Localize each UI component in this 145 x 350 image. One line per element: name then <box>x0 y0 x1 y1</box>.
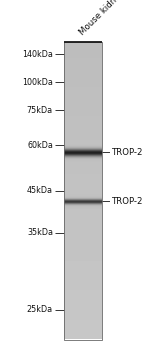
Text: Mouse kidney: Mouse kidney <box>78 0 126 37</box>
Text: 75kDa: 75kDa <box>27 106 53 115</box>
Text: 60kDa: 60kDa <box>27 141 53 150</box>
Text: 140kDa: 140kDa <box>22 50 53 59</box>
Text: 45kDa: 45kDa <box>27 186 53 195</box>
Text: TROP-2: TROP-2 <box>112 197 144 206</box>
Bar <box>64 42 102 340</box>
Text: TROP-2: TROP-2 <box>112 148 144 157</box>
Text: 35kDa: 35kDa <box>27 228 53 237</box>
Text: 25kDa: 25kDa <box>27 305 53 314</box>
Text: 100kDa: 100kDa <box>22 78 53 87</box>
